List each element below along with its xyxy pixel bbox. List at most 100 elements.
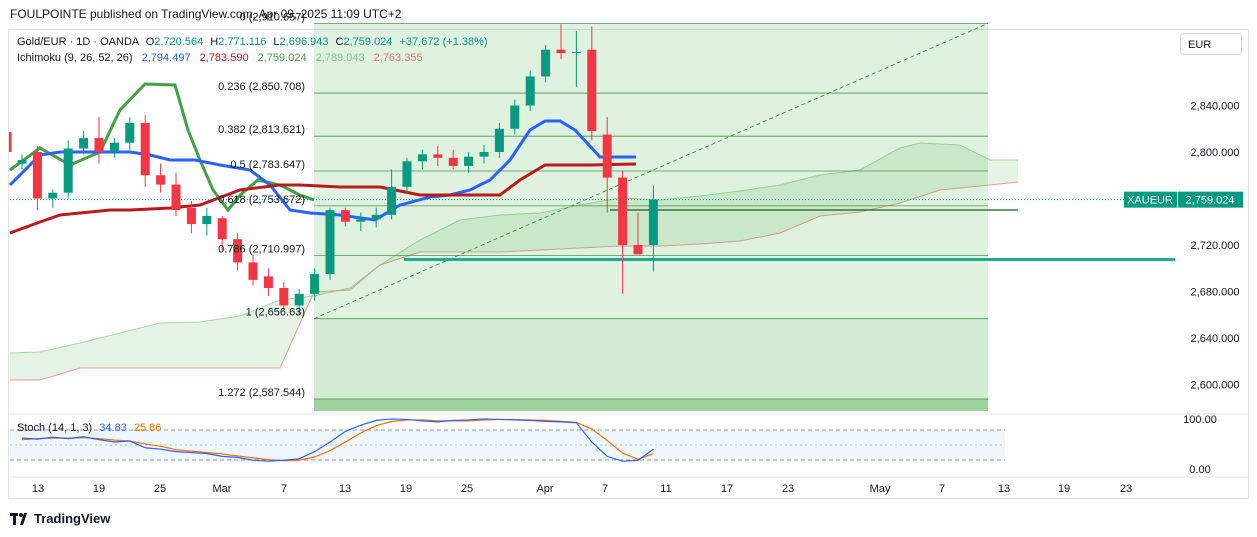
candle-body xyxy=(633,245,643,255)
close-value: 2,759.024 xyxy=(343,36,393,48)
candle-body xyxy=(433,154,443,158)
time-axis-label: 7 xyxy=(939,483,945,495)
fib-extension-zone-1 xyxy=(314,318,988,399)
candle-body xyxy=(156,175,166,185)
tradingview-logo-icon xyxy=(10,512,30,525)
low-value: 2,696.943 xyxy=(279,36,329,48)
fib-extension-zone-2 xyxy=(314,398,988,411)
candle-body xyxy=(202,215,212,225)
ichimoku-span-a xyxy=(9,142,1018,354)
time-axis-label: Apr xyxy=(536,483,553,495)
time-axis-label: 25 xyxy=(154,483,166,495)
price-axis-tick: 2,680.000 xyxy=(1191,287,1240,299)
candle-body xyxy=(510,105,520,129)
candle-body xyxy=(648,199,658,245)
candle-body xyxy=(94,138,104,152)
fib-level-label: 1.272 (2,587.544) xyxy=(218,387,305,399)
ichimoku-name: Ichimoku (9, 26, 52, 26) xyxy=(17,52,133,64)
time-axis-label: 19 xyxy=(400,483,412,495)
price-axis-tick: 2,600.000 xyxy=(1191,380,1240,392)
time-axis-label: 23 xyxy=(1120,483,1132,495)
ichimoku-lagging-line xyxy=(9,82,315,213)
candle-body xyxy=(525,76,535,106)
currency-button[interactable]: EUR xyxy=(1180,33,1242,55)
time-axis-label: 11 xyxy=(660,483,671,495)
stoch-k-line xyxy=(21,418,654,462)
symbol-title: Gold/EUR · 1D · OANDA xyxy=(17,36,139,48)
low-label: L xyxy=(273,36,280,48)
ichimoku-legend[interactable]: Ichimoku (9, 26, 52, 26) 2,794.497 2,783… xyxy=(17,52,423,64)
candle-body xyxy=(618,177,628,245)
stoch-d-value: 25.86 xyxy=(133,422,162,434)
price-axis-tick: 2,800.000 xyxy=(1191,147,1240,159)
current-symbol-badge xyxy=(1124,191,1177,208)
candle-body xyxy=(217,218,227,240)
ichimoku-conversion-line xyxy=(8,119,636,222)
ichimoku-span-b-value: 2,763.355 xyxy=(373,52,423,64)
candle-body xyxy=(448,157,458,166)
open-value: 2,720.564 xyxy=(154,36,204,48)
candle-body xyxy=(17,160,27,164)
candle-body xyxy=(417,154,427,162)
current-symbol-label: XAUEUR xyxy=(1127,195,1173,207)
candle-body xyxy=(571,52,581,54)
time-axis-label: 7 xyxy=(281,483,287,495)
fib-level-label: 0.5 (2,783.647) xyxy=(230,159,305,171)
price-axis-tick: 2,840.000 xyxy=(1191,101,1240,113)
candle-body xyxy=(248,262,258,280)
change-value: +37.672 (+1.38%) xyxy=(399,36,488,48)
time-axis-label: 23 xyxy=(782,483,794,495)
price-axis-tick: 2,640.000 xyxy=(1191,333,1240,345)
fib-level-label: 0.382 (2,813.621) xyxy=(218,124,305,136)
candle-body xyxy=(464,156,474,166)
symbol-legend[interactable]: Gold/EUR · 1D · OANDA O2,720.564 H2,771.… xyxy=(17,36,488,48)
ichimoku-base-value: 2,783.590 xyxy=(199,52,249,64)
ichimoku-lagging-value: 2,759.024 xyxy=(257,52,307,64)
ichimoku-base-line xyxy=(9,162,637,235)
time-axis-label: 25 xyxy=(461,483,473,495)
ichimoku-span-b xyxy=(10,181,1019,381)
candle-body xyxy=(140,122,150,176)
high-label: H xyxy=(210,36,219,48)
fib-level-label: 0.786 (2,710.997) xyxy=(218,243,305,255)
fib-level-label: 0.618 (2,753.672) xyxy=(218,194,305,206)
footer-brand: TradingView xyxy=(34,511,111,526)
candle-body xyxy=(79,138,89,149)
candle-body xyxy=(402,161,412,187)
candle-body xyxy=(171,184,181,211)
close-label: C xyxy=(335,36,344,48)
stoch-axis-tick: 0.00 xyxy=(1189,464,1210,476)
fib-level-label: 0.236 (2,850.708) xyxy=(218,81,305,93)
candle-body xyxy=(263,276,273,289)
ichimoku-cloud xyxy=(10,143,1018,380)
current-price-label: 2,759.024 xyxy=(1186,195,1235,207)
ichimoku-conversion-value: 2,794.497 xyxy=(141,52,191,64)
candle-body xyxy=(340,210,350,222)
high-value: 2,771.116 xyxy=(218,36,267,48)
time-axis-label: 13 xyxy=(32,483,44,495)
candle-body xyxy=(602,134,612,178)
candle-body xyxy=(32,152,42,199)
candle-body xyxy=(325,210,335,275)
fib-level-label: 1 (2,656.63) xyxy=(246,307,305,319)
time-axis-label: May xyxy=(870,483,891,495)
candle-body xyxy=(479,152,489,157)
time-axis-label: 13 xyxy=(998,483,1010,495)
stoch-legend[interactable]: Stoch (14, 1, 3) 34.83 25.86 xyxy=(17,422,161,434)
time-axis-label: 7 xyxy=(602,483,608,495)
chart-frame xyxy=(8,29,1249,499)
candle-body xyxy=(371,214,381,220)
stoch-name: Stoch (14, 1, 3) xyxy=(17,422,93,434)
time-axis-label: 17 xyxy=(721,483,733,495)
time-axis-label: 13 xyxy=(339,483,351,495)
candle-body xyxy=(387,186,397,215)
candle-body xyxy=(109,142,119,152)
candle-body xyxy=(233,239,243,263)
price-axis-tick: 2,720.000 xyxy=(1191,240,1240,252)
candle-body xyxy=(356,219,366,222)
candle-body xyxy=(494,128,504,152)
time-axis-label: 19 xyxy=(1058,483,1070,495)
time-axis-label: Mar xyxy=(213,483,232,495)
tradingview-footer[interactable]: TradingView xyxy=(10,511,110,526)
